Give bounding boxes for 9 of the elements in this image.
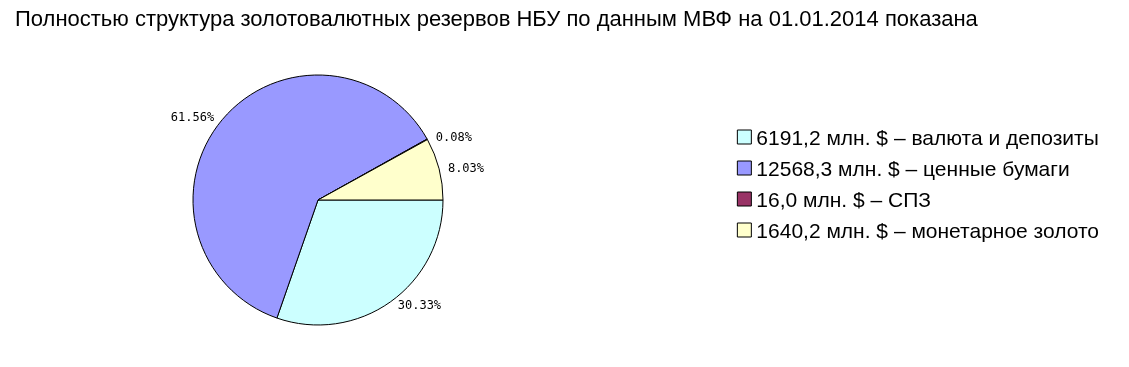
data-label: 0.08%	[435, 130, 473, 145]
data-label: 30.33%	[397, 298, 442, 313]
chart-title: Полностью структура золотовалютных резервов НБУ по данным МВФ на 01.01.2014 показана	[15, 5, 979, 31]
data-label: 8.03%	[447, 160, 485, 175]
data-label: 61.56%	[170, 110, 215, 125]
legend-label: 16,0 млн. $ – СПЗ	[756, 187, 931, 211]
legend-label: 12568,3 млн. $ – ценные бумаги	[756, 156, 1070, 180]
legend-label: 6191,2 млн. $ – валюта и депозиты	[756, 125, 1099, 149]
legend-label: 1640,2 млн. $ – монетарное золото	[756, 218, 1099, 242]
